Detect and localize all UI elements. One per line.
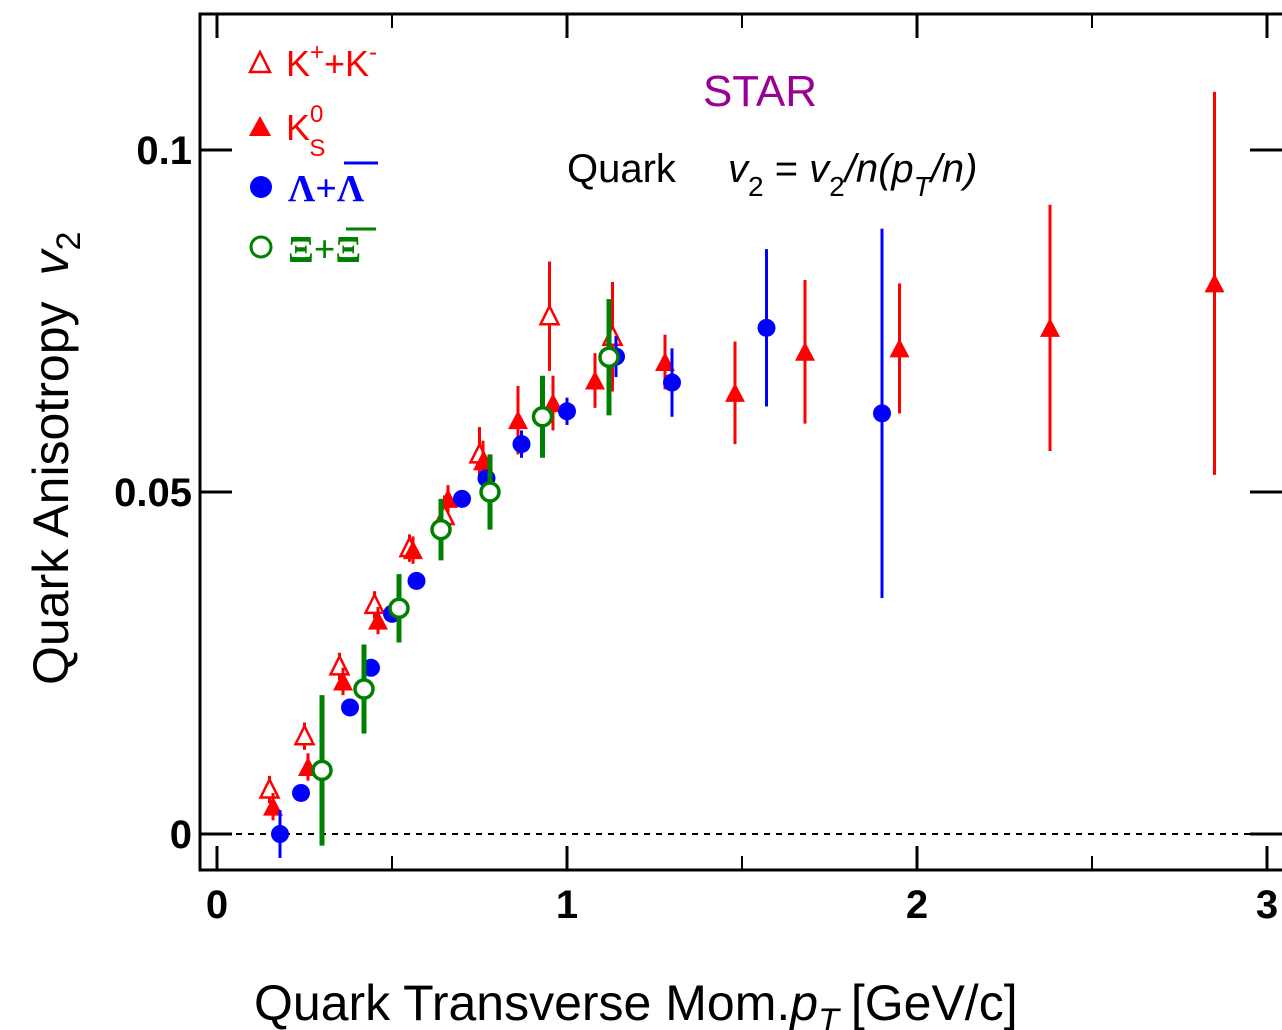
data-point [407,571,426,590]
data-point [531,406,554,428]
series-3 [311,299,620,846]
data-marks [258,91,1225,858]
legend-entry-kaon-short: K0 S [249,101,325,162]
formula-prefix: Quark [567,147,677,191]
x-tick-label: 1 [556,883,578,927]
data-point [453,489,471,508]
data-point [512,435,531,454]
data-point [258,776,281,799]
experiment-label: STAR [703,67,817,116]
data-point [601,323,624,346]
y-tick-label: 0.05 [114,471,192,515]
y-tick-label: 0 [170,813,192,857]
data-point [795,341,815,361]
data-point [363,592,386,615]
data-point [368,610,388,630]
legend-entry-lambda: Λ+Λ [250,161,378,210]
legend-label-kaon-short: K0 S [286,101,325,162]
legend-marker-triangle-open [247,49,273,74]
series-2 [271,228,891,858]
data-point [328,653,351,676]
data-point [388,597,410,620]
data-point [585,370,605,390]
x-axis-title: Quark Transverse Mom.pT [GeV/c] [254,975,1018,1030]
x-tick-label: 3 [1256,883,1278,927]
y-tick-label: 0.1 [136,129,192,173]
data-point [292,783,310,802]
legend-entry-xi: Ξ+Ξ [249,227,376,271]
data-point [598,346,620,369]
data-point [263,796,283,816]
data-point [655,352,675,372]
data-point [271,825,289,843]
legend-label-kaon-charged: K++K- [286,39,377,84]
x-tick-label: 0 [206,883,228,927]
data-point [353,678,375,700]
data-point [508,410,528,430]
y-axis-title: Quark Anisotropyv2 [23,232,88,685]
data-point [757,318,776,337]
legend-marker-circle-filled [250,176,272,198]
data-point [1204,273,1225,293]
legend: K++K- K0 S Λ+Λ Ξ+Ξ [247,39,378,271]
legend-marker-circle-open [249,235,273,259]
legend-marker-triangle-filled [249,116,271,136]
data-point [333,671,353,691]
data-point [889,338,910,358]
data-point [430,518,452,541]
data-point [558,402,576,421]
formula-expression: v2 = v2/n(pT/n) [728,147,977,202]
data-point [663,373,681,392]
axis-ticks [200,14,1282,870]
legend-label-lambda: Λ+Λ [288,168,365,210]
y-tick-labels: 0 0.05 0.1 [114,129,192,857]
data-point [873,404,891,423]
data-point [538,303,561,326]
data-point [341,698,359,717]
series-1 [263,91,1225,821]
legend-label-xi: Ξ+Ξ [288,229,361,271]
data-point [311,759,333,782]
data-point [479,481,501,503]
plot-frame [198,12,1282,872]
legend-entry-kaon-charged: K++K- [247,39,377,84]
x-tick-label: 2 [906,883,928,927]
data-point [543,393,563,413]
data-point [293,723,316,746]
formula-annotation: Quark v2 = v2/n(pT/n) [567,147,977,202]
data-point [725,382,745,402]
data-point [1040,317,1060,337]
data-point [403,540,423,560]
x-tick-labels: 0 1 2 3 [206,883,1278,927]
